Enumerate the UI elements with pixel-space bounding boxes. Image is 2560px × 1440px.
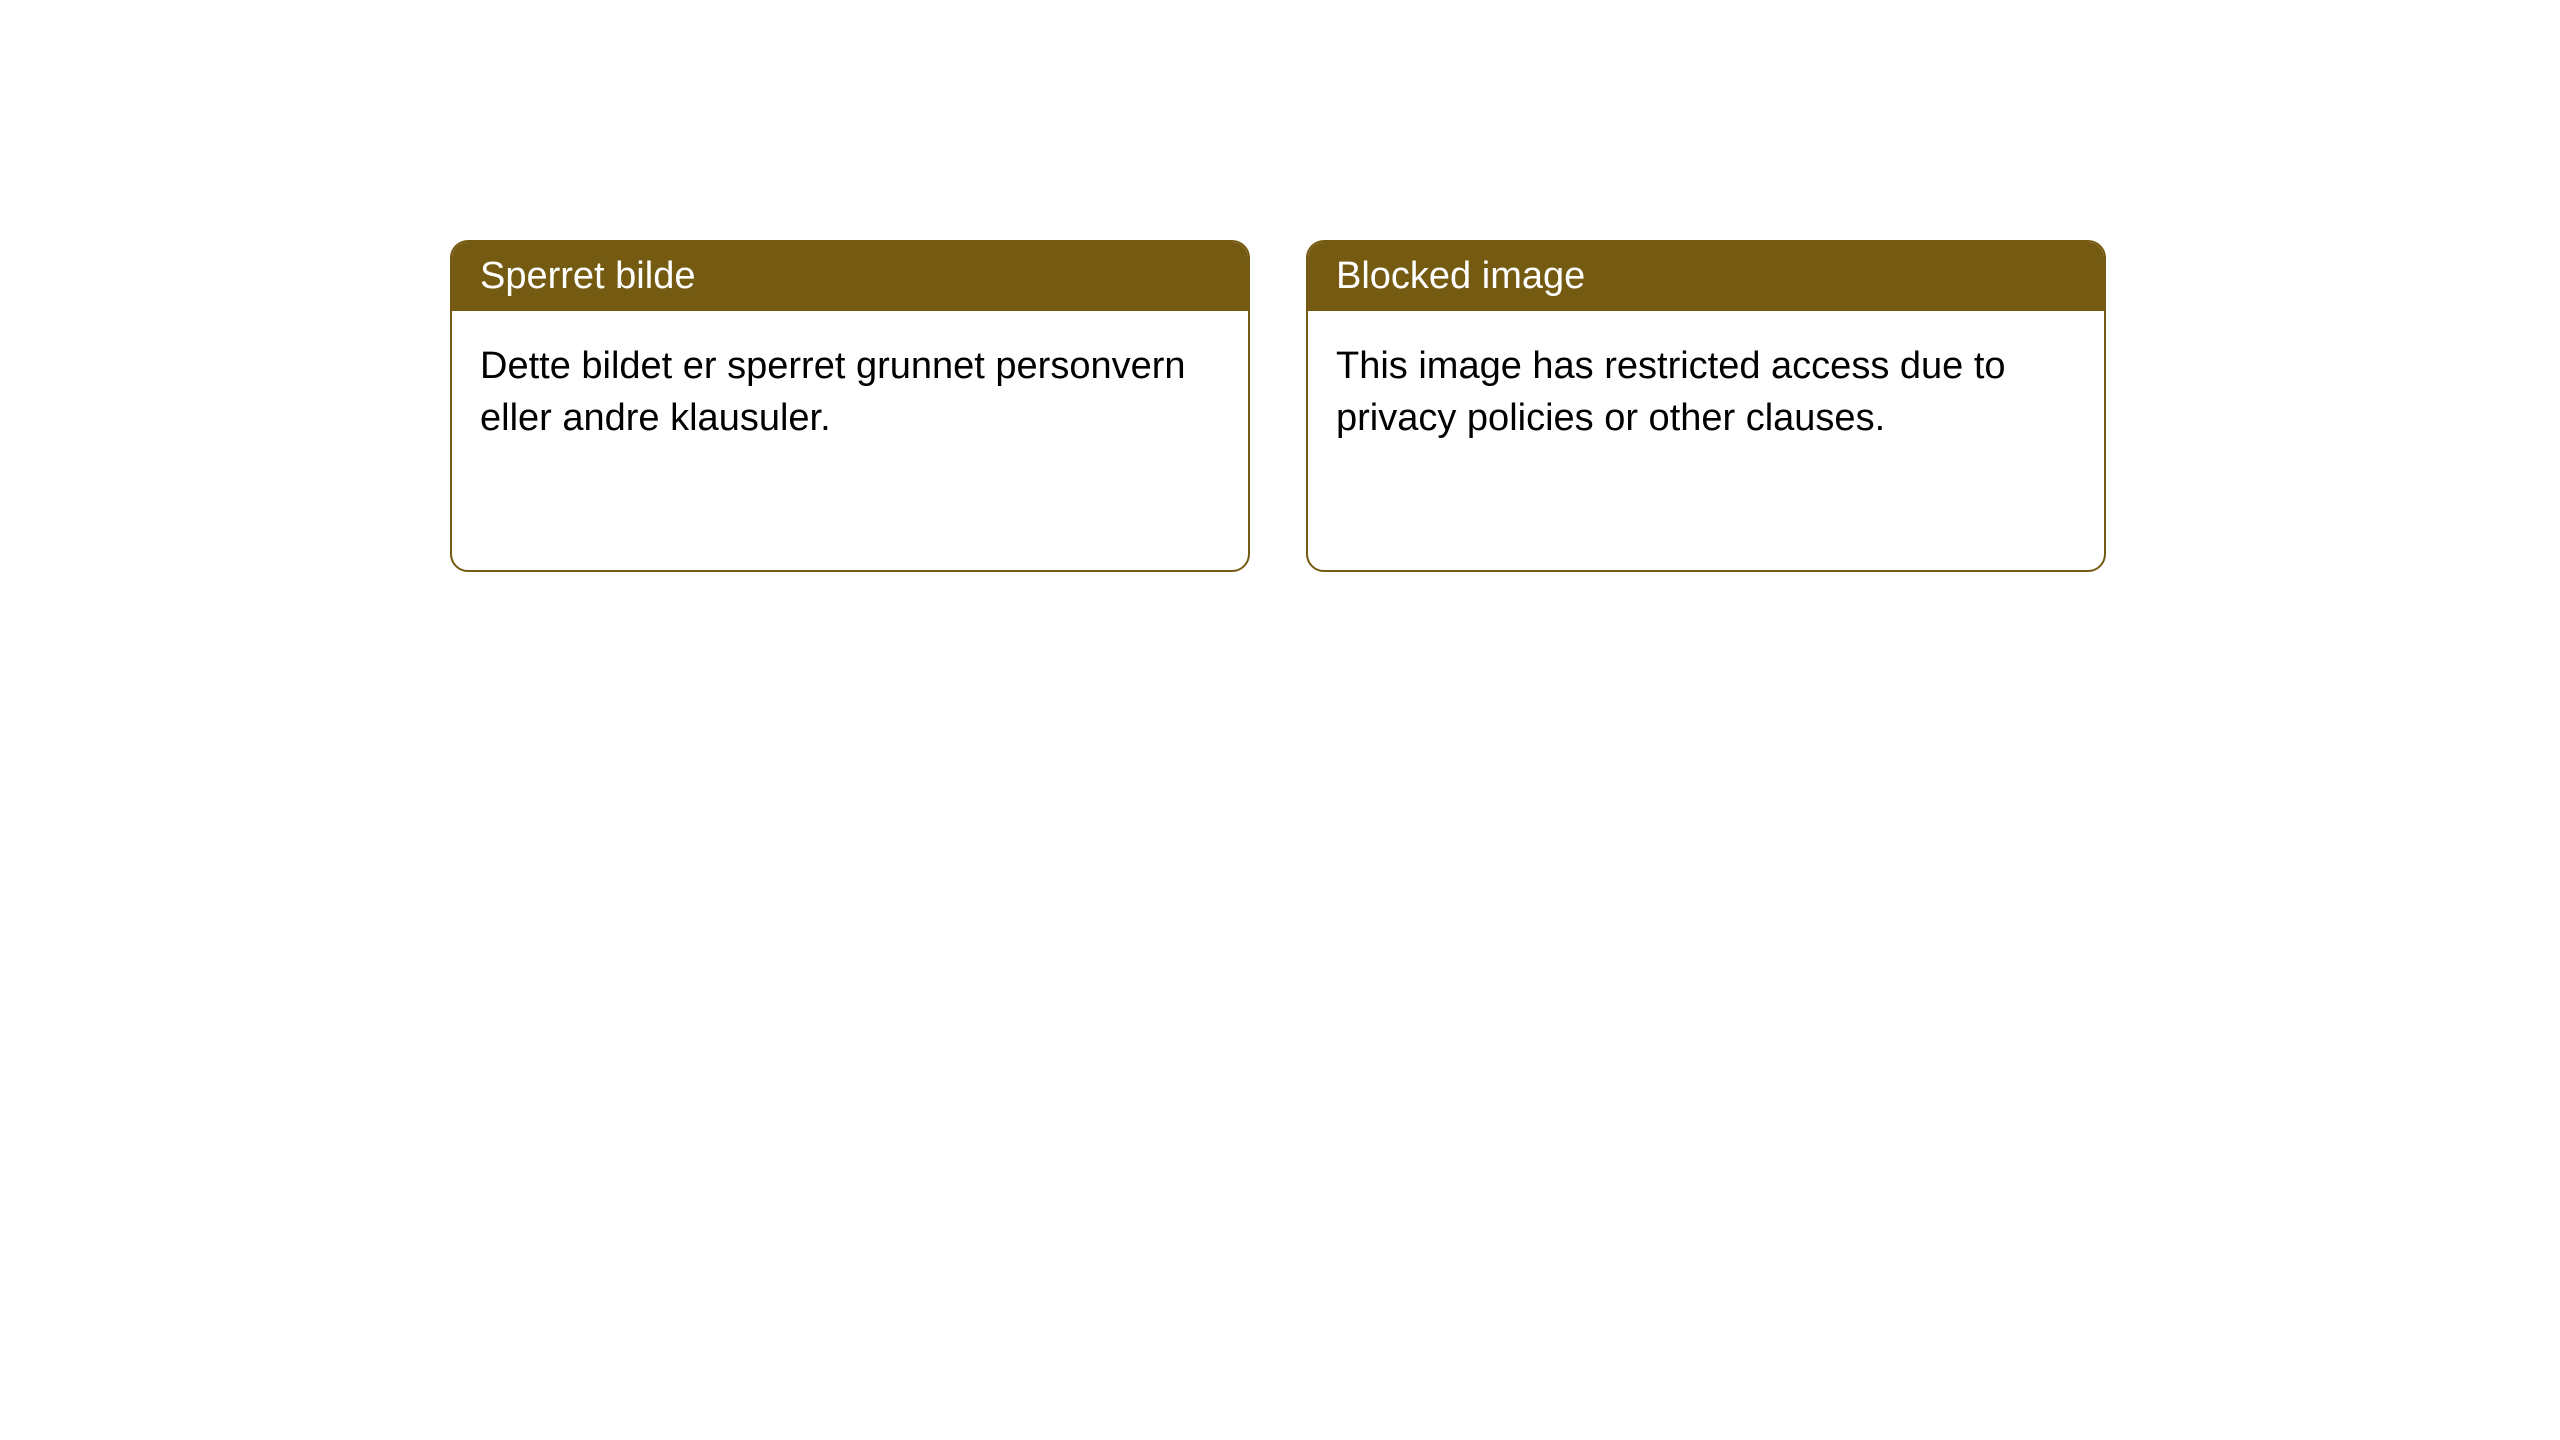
card-title: Blocked image [1336, 255, 1585, 297]
card-header: Sperret bilde [452, 242, 1248, 311]
notice-card-norwegian: Sperret bilde Dette bildet er sperret gr… [450, 240, 1250, 572]
card-title: Sperret bilde [480, 255, 695, 297]
card-body-text: This image has restricted access due to … [1336, 345, 2006, 438]
notice-card-container: Sperret bilde Dette bildet er sperret gr… [0, 0, 2560, 572]
card-body: Dette bildet er sperret grunnet personve… [452, 311, 1248, 474]
card-header: Blocked image [1308, 242, 2104, 311]
card-body-text: Dette bildet er sperret grunnet personve… [480, 345, 1186, 438]
notice-card-english: Blocked image This image has restricted … [1306, 240, 2106, 572]
card-body: This image has restricted access due to … [1308, 311, 2104, 474]
